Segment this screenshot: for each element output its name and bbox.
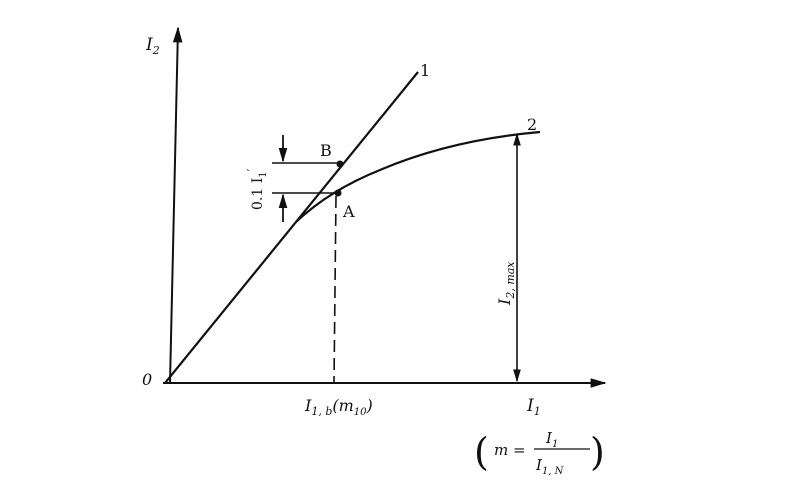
- delta-label: 0.1 I1′: [245, 168, 269, 210]
- dashed-drop-line: [333, 195, 337, 384]
- svg-text:0.1 I1′: 0.1 I1′: [245, 168, 269, 210]
- origin-label: 0: [142, 370, 152, 389]
- svg-text:I1, N: I1, N: [535, 456, 565, 477]
- svg-text:(: (: [474, 430, 489, 474]
- point-a-label: A: [342, 202, 355, 221]
- x-axis-label: I1: [526, 396, 541, 418]
- curve-2: [295, 130, 541, 223]
- y-axis: [169, 26, 183, 384]
- curve-1-label: 1: [420, 61, 430, 80]
- i2max-label: I2, max: [495, 261, 517, 306]
- point-b-label: B: [320, 141, 332, 160]
- x-mark-label: I1, b(m10): [304, 396, 373, 418]
- svg-text:m =: m =: [494, 441, 526, 459]
- ratio-formula: ( m = I1 I1, N ): [474, 429, 605, 477]
- y-axis-label: I2: [145, 35, 160, 57]
- svg-text:I1: I1: [545, 429, 558, 450]
- point-b: [336, 160, 344, 168]
- curve-2-label: 2: [527, 115, 537, 134]
- svg-text:): ): [590, 430, 605, 474]
- svg-text:I2, max: I2, max: [495, 261, 517, 306]
- curve-1-line: [164, 71, 419, 384]
